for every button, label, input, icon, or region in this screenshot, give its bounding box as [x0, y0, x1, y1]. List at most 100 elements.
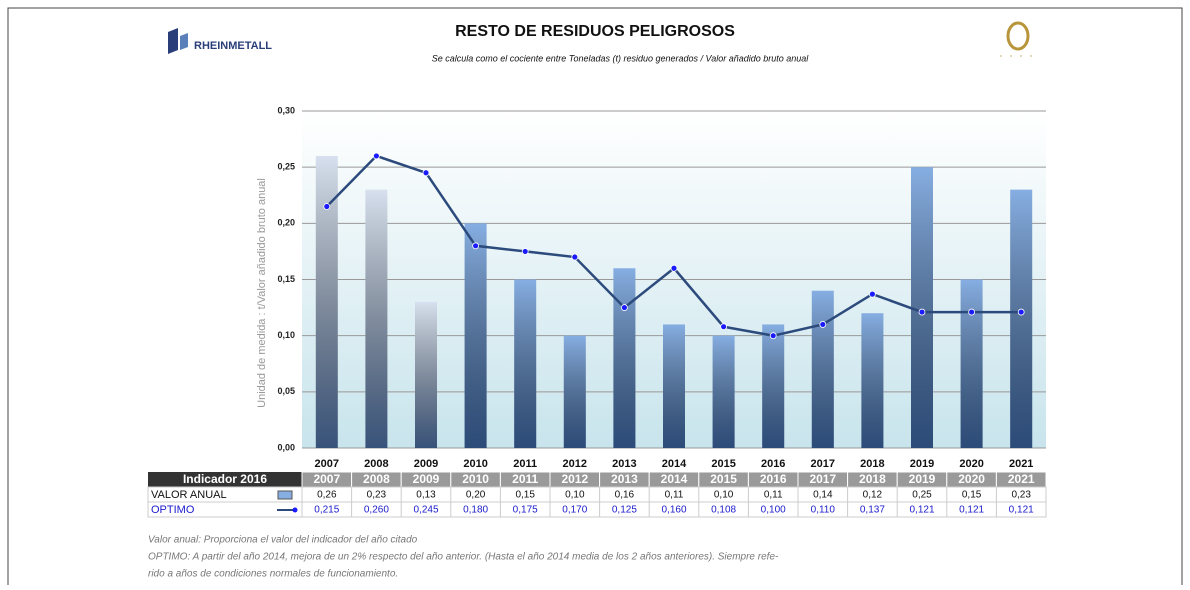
bar-shade — [464, 223, 487, 448]
logo: RHEINMETALL — [168, 28, 272, 54]
bar-shade — [365, 189, 388, 448]
table-value: 0,110 — [811, 505, 836, 516]
marker — [621, 304, 628, 311]
x-tick-label: 2015 — [711, 458, 735, 470]
table-header-bg — [148, 472, 302, 487]
x-tick-label: 2018 — [860, 458, 884, 470]
note: rido a años de condiciones normales de f… — [148, 569, 398, 580]
x-tick-label: 2014 — [662, 458, 687, 470]
marker — [769, 332, 777, 340]
table-year: 2019 — [909, 472, 936, 486]
y-tick-label: 0,30 — [277, 105, 295, 115]
y-tick-label: 0,25 — [277, 162, 295, 172]
table-year: 2021 — [1008, 472, 1035, 486]
y-tick-label: 0,00 — [277, 442, 295, 452]
x-tick-label: 2007 — [315, 458, 339, 470]
table-year: 2009 — [413, 472, 440, 486]
table-year: 2017 — [809, 472, 836, 486]
marker — [323, 203, 331, 210]
table-value: 0,15 — [515, 490, 535, 501]
table-value: 0,12 — [863, 490, 883, 501]
table-value: 0,10 — [565, 490, 585, 501]
chart-subtitle: Se calcula como el cociente entre Tonela… — [432, 53, 810, 63]
x-tick-label: 2009 — [414, 458, 438, 470]
table-value: 0,260 — [364, 505, 389, 516]
bar-shade — [1010, 189, 1033, 448]
bar-shade — [960, 279, 983, 448]
marker — [472, 242, 480, 250]
table-year: 2012 — [561, 472, 588, 486]
legend-label: OPTIMO — [151, 504, 195, 516]
table-value: 0,170 — [562, 505, 587, 516]
bar-shade — [563, 335, 586, 448]
marker — [372, 152, 380, 160]
table-value: 0,121 — [1009, 505, 1034, 516]
table-row-bg — [147, 501, 1047, 518]
table-value: 0,16 — [615, 490, 635, 501]
bar-shade — [712, 335, 735, 448]
table-value: 0,121 — [909, 505, 934, 516]
marker — [670, 264, 678, 272]
table-value: 0,14 — [813, 490, 833, 501]
bar-shade — [315, 155, 338, 448]
table-value: 0,11 — [764, 490, 783, 501]
bar-shade — [911, 167, 933, 448]
table-header: Indicador 2016 — [183, 472, 267, 486]
table-value: 0,160 — [661, 505, 686, 516]
x-tick-label: 2010 — [463, 458, 487, 470]
x-tick-label: 2011 — [513, 458, 537, 470]
chart-title: RESTO DE RESIDUOS PELIGROSOS — [455, 23, 735, 40]
marker — [819, 321, 827, 328]
x-tick-label: 2020 — [959, 458, 983, 470]
table-value: 0,13 — [416, 490, 436, 501]
x-tick-label: 2017 — [811, 458, 835, 470]
table-value: 0,125 — [612, 505, 637, 516]
table-value: 0,215 — [314, 505, 339, 516]
x-tick-label: 2016 — [761, 458, 785, 470]
table-value: 0,23 — [367, 490, 387, 501]
x-tick-label: 2008 — [364, 458, 388, 470]
legend-marker — [292, 507, 298, 513]
table-value: 0,175 — [513, 505, 538, 516]
table-value: 0,20 — [466, 490, 486, 501]
bar-shade — [514, 279, 537, 448]
marker — [571, 253, 579, 261]
marker — [422, 169, 430, 177]
bar-shade — [613, 268, 636, 448]
brand: RHEINMETALL — [194, 40, 272, 52]
bar-shade — [762, 324, 785, 448]
table-value: 0,25 — [912, 490, 932, 501]
table-value: 0,137 — [860, 505, 885, 516]
note: Valor anual: Proporciona el valor del in… — [148, 535, 418, 546]
marker — [869, 290, 876, 298]
table-value: 0,11 — [665, 490, 684, 501]
table-year: 2020 — [958, 472, 985, 486]
bar-shade — [811, 290, 834, 448]
table-year: 2010 — [462, 472, 489, 486]
y-tick-label: 0,05 — [277, 386, 295, 396]
table-year: 2018 — [859, 472, 886, 486]
table-value: 0,180 — [463, 505, 488, 516]
frame — [7, 7, 1183, 590]
table-value: 0,100 — [761, 505, 786, 516]
table-value: 0,245 — [413, 505, 438, 516]
table-value: 0,26 — [317, 490, 337, 501]
marker — [1017, 308, 1025, 316]
table-value: 0,10 — [714, 490, 734, 501]
table-year: 2013 — [611, 472, 638, 486]
x-tick-label: 2021 — [1009, 458, 1033, 470]
x-tick-label: 2019 — [910, 458, 934, 470]
y-tick-label: 0,10 — [277, 330, 295, 340]
y-axis-label: Unidad de medida : t/Valor añadido bruto… — [256, 178, 268, 408]
table-value: 0,23 — [1011, 490, 1031, 501]
legend-swatch — [277, 490, 293, 500]
table-year: 2011 — [512, 472, 538, 486]
table-value: 0,108 — [711, 505, 736, 516]
y-tick-label: 0,15 — [277, 274, 295, 284]
bar-shade — [861, 313, 884, 448]
marker — [521, 248, 529, 255]
table-year: 2015 — [710, 472, 737, 486]
bar-shade — [415, 301, 437, 448]
y-tick-label: 0,20 — [277, 218, 295, 228]
